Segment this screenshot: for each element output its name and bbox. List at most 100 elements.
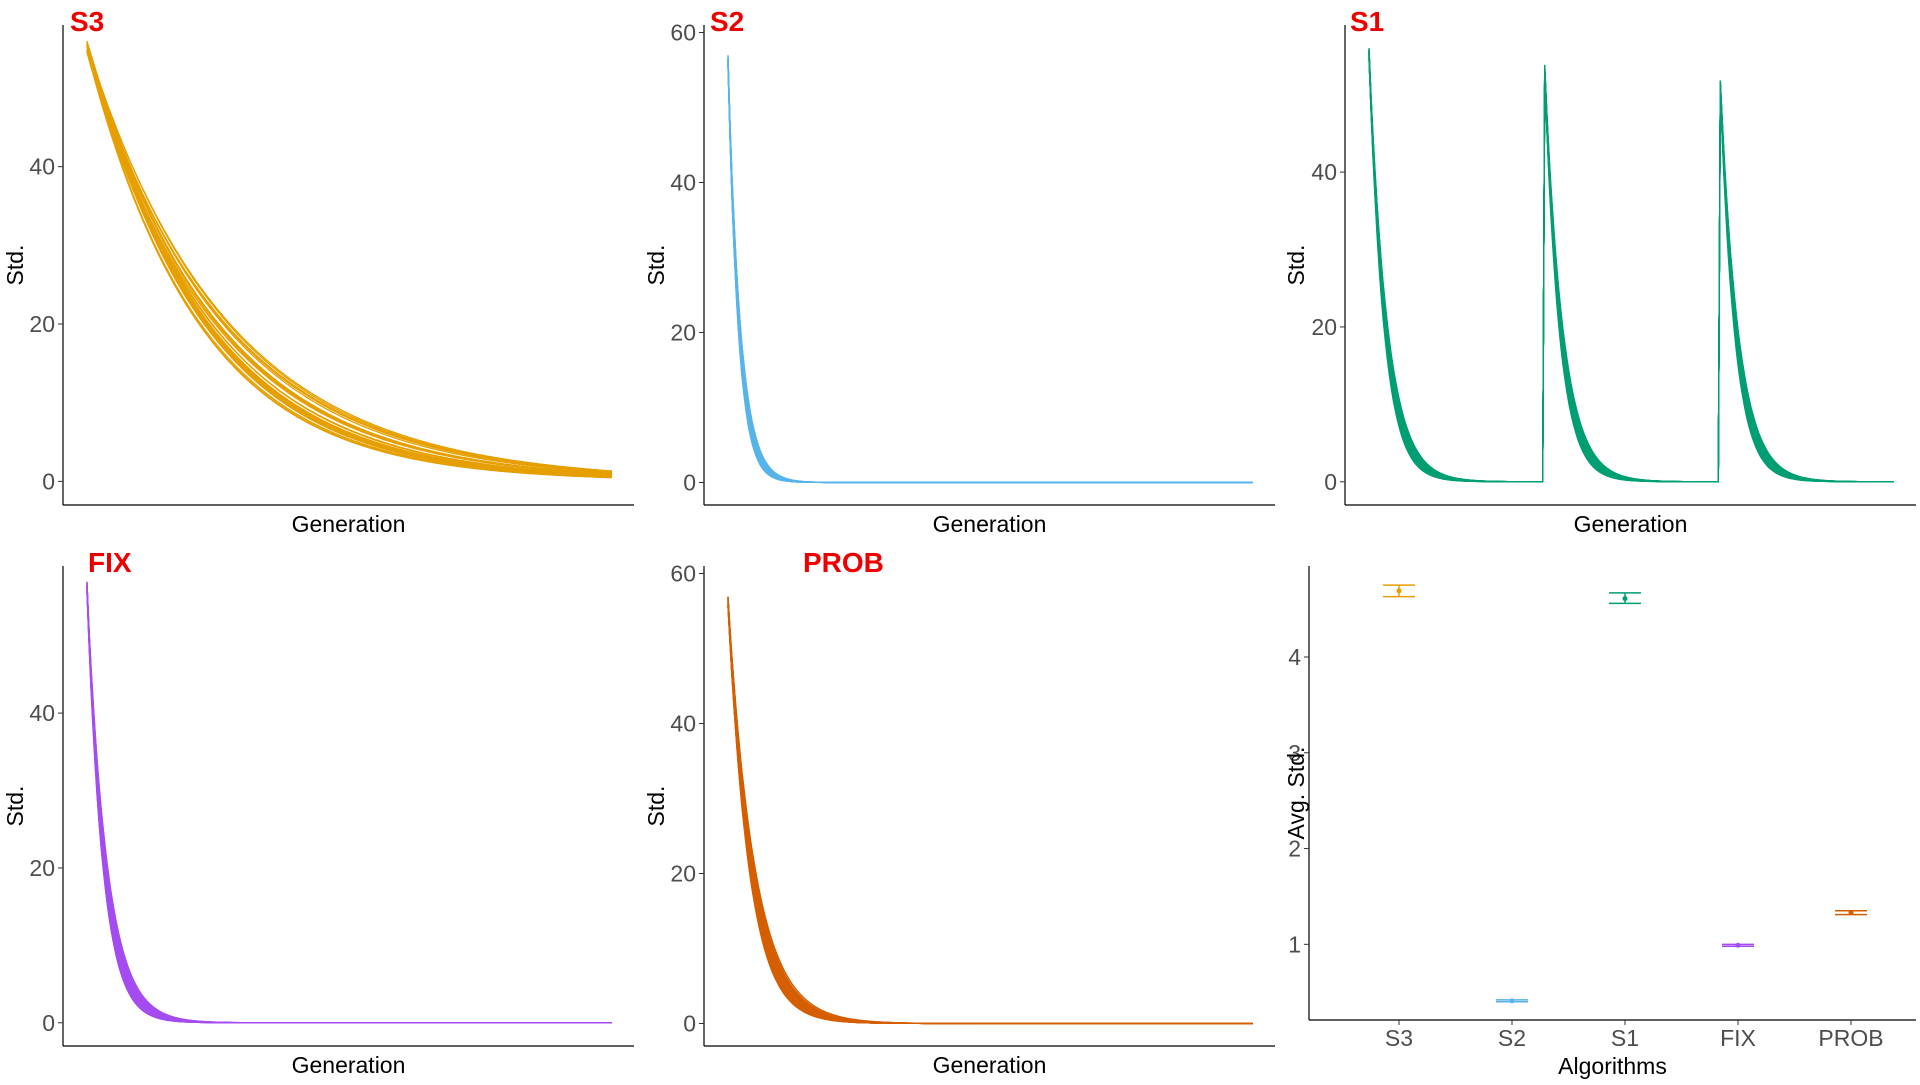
series-line — [86, 587, 612, 1024]
series-line — [1368, 52, 1894, 483]
series-line — [86, 41, 613, 477]
series-line — [1368, 53, 1894, 483]
series-line — [1368, 54, 1894, 483]
data-point — [1848, 910, 1854, 916]
y-axis-label: Avg. Std. — [1283, 747, 1309, 840]
x-axis-label: Generation — [292, 1052, 406, 1078]
series-line — [1368, 49, 1894, 483]
series-line — [727, 56, 1253, 484]
series-line — [86, 590, 612, 1024]
chart-panel-2: 0 20 40 60 S2 Generation Std. — [643, 6, 1275, 537]
series-line — [727, 600, 1253, 1025]
series-line — [1368, 56, 1894, 483]
series-line — [86, 40, 613, 475]
series-line — [727, 62, 1253, 484]
series-line — [727, 58, 1253, 484]
series-line — [86, 51, 613, 475]
series-line — [727, 65, 1253, 484]
chart-title: S2 — [710, 6, 744, 37]
series-line — [727, 57, 1253, 484]
series-line — [86, 584, 612, 1024]
y-tick-label: 40 — [1311, 159, 1337, 185]
series-line — [727, 64, 1253, 484]
series-line — [86, 587, 612, 1024]
series-line — [86, 42, 613, 478]
series-line — [86, 590, 612, 1024]
data-point — [1622, 596, 1628, 602]
series-line — [86, 591, 612, 1024]
series-line — [727, 61, 1253, 484]
series-line — [86, 590, 612, 1024]
series-line — [1368, 58, 1894, 483]
series-line — [86, 586, 612, 1024]
series-line — [86, 50, 613, 476]
y-tick-label: 20 — [29, 311, 55, 337]
series-line — [1368, 57, 1894, 483]
series-line — [727, 55, 1253, 484]
series-line — [1368, 52, 1894, 483]
series-line — [727, 62, 1253, 484]
series-line — [86, 592, 612, 1024]
series-line — [1368, 56, 1894, 483]
x-tick-label: S2 — [1498, 1025, 1526, 1051]
series-line — [727, 63, 1253, 484]
series-line — [727, 597, 1253, 1025]
series-line — [86, 581, 612, 1024]
series-line — [727, 602, 1253, 1025]
series-line — [1368, 51, 1894, 483]
series-line — [727, 57, 1253, 484]
series-line — [86, 591, 612, 1024]
series-line — [1368, 54, 1894, 483]
series-line — [86, 44, 613, 474]
chart-title: PROB — [803, 547, 884, 578]
chart-title: S3 — [70, 6, 104, 37]
series-line — [86, 585, 612, 1024]
y-tick-label: 40 — [29, 700, 55, 726]
x-tick-label: S3 — [1385, 1025, 1413, 1051]
y-tick-label: 0 — [42, 1010, 55, 1036]
y-axis-label: Std. — [2, 786, 28, 827]
y-tick-label: 3 — [1288, 740, 1301, 766]
series-line — [727, 66, 1253, 484]
series-line — [86, 587, 612, 1024]
series-line — [86, 588, 612, 1024]
y-axis-label: Std. — [643, 786, 669, 827]
series-line — [727, 64, 1253, 484]
series-line — [86, 586, 612, 1024]
y-tick-label: 20 — [670, 320, 696, 346]
series-line — [727, 604, 1253, 1025]
series-line — [86, 582, 612, 1024]
series-line — [727, 58, 1253, 484]
y-tick-label: 20 — [1311, 314, 1337, 340]
data-point — [1735, 942, 1741, 948]
series-line — [727, 606, 1253, 1025]
series-line — [86, 44, 613, 473]
chart-panel-3: 0 20 40 S1 Generation Std. — [1283, 6, 1916, 537]
chart-panel-6: 1 2 3 4 Algorithms Avg. Std. S3 S2 S1 FIX PROB — [1283, 566, 1916, 1079]
series-line — [727, 64, 1253, 484]
series-line — [727, 605, 1253, 1025]
series-line — [727, 606, 1253, 1025]
y-tick-label: 2 — [1288, 836, 1301, 862]
chart-title: FIX — [88, 547, 132, 578]
series-line — [727, 63, 1253, 484]
series-line — [86, 581, 612, 1024]
x-tick-label: PROB — [1818, 1025, 1883, 1051]
series-line — [1368, 50, 1894, 483]
series-line — [727, 59, 1253, 484]
series-line — [727, 58, 1253, 484]
y-tick-label: 0 — [42, 468, 55, 494]
x-axis-label: Generation — [933, 511, 1047, 537]
series-line — [727, 601, 1253, 1025]
data-point — [1509, 998, 1515, 1004]
series-line — [727, 597, 1253, 1025]
series-line — [1368, 58, 1894, 483]
x-tick-label: FIX — [1720, 1025, 1756, 1051]
series-line — [727, 64, 1253, 484]
series-line — [727, 604, 1253, 1025]
series-line — [727, 597, 1253, 1025]
series-line — [727, 64, 1253, 484]
series-line — [86, 588, 612, 1024]
series-line — [727, 599, 1253, 1025]
